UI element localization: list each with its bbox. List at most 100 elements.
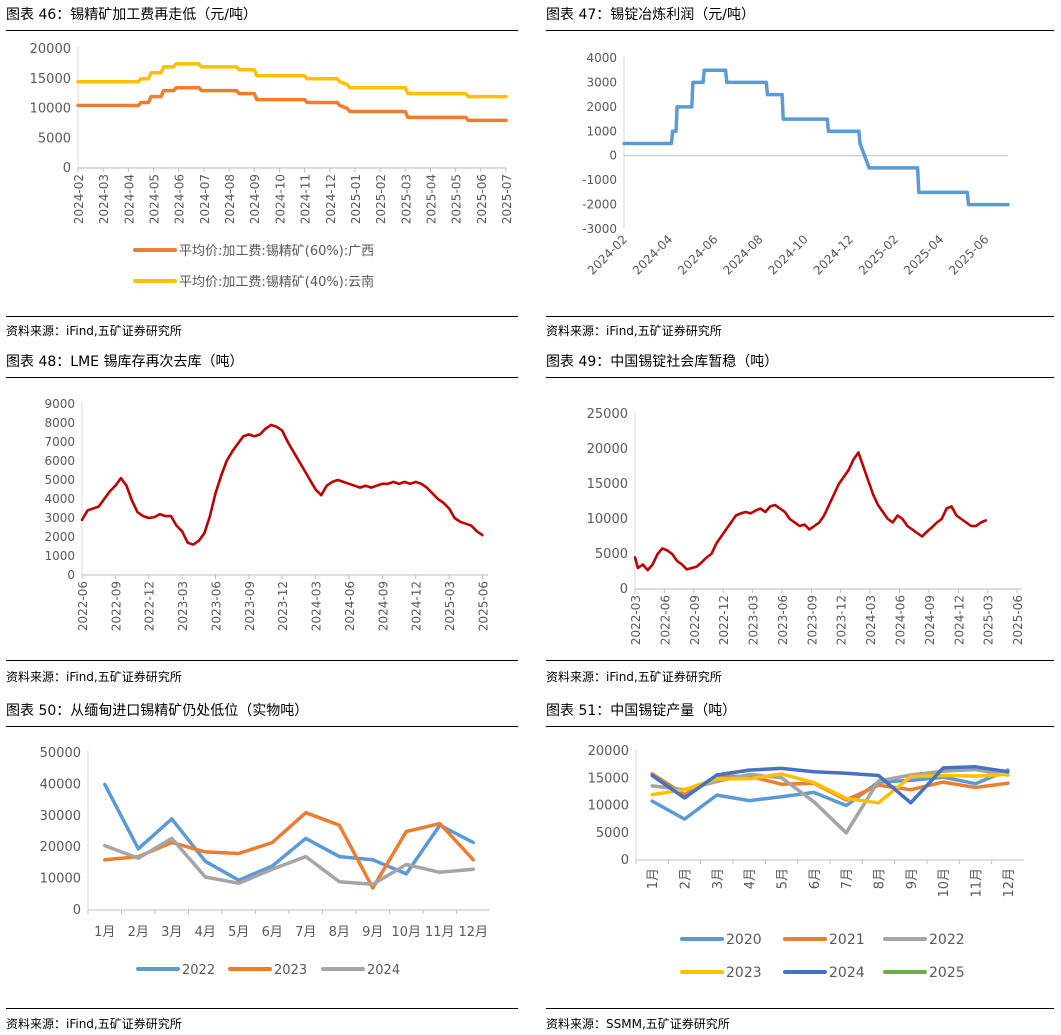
source-note: 资料来源：SSMM,五矿证券研究所: [546, 1017, 730, 1031]
y-tick-label: 7000: [44, 435, 75, 449]
panel-48: 图表 48：LME 锡库存再次去库（吨） 0 1000 2000 3000 4000 50…: [0, 347, 530, 692]
x-tick-label: 9月: [362, 925, 383, 940]
legend-label: 2023: [274, 963, 307, 978]
x-tick-label: 2024-03: [97, 174, 111, 224]
x-tick-label: 2022-03: [629, 595, 643, 645]
chart-title: 图表 46：锡精矿加工费再走低（元/吨）: [6, 7, 257, 23]
x-tick-label: 6月: [808, 868, 823, 889]
y-tick-label: 20000: [30, 42, 71, 57]
x-tick-label: 2024-04: [122, 174, 136, 224]
y-tick-label: 5000: [38, 131, 71, 146]
chart-title: 图表 47：锡锭冶炼利润（元/吨）: [546, 7, 755, 23]
y-tick-label: 15000: [587, 477, 628, 492]
legend-label: 平均价:加工费:锡精矿(40%):云南: [179, 274, 374, 290]
y-tick-label: 5000: [595, 547, 628, 562]
x-tick-label: 10月: [937, 868, 952, 898]
source-note: 资料来源：iFind,五矿证券研究所: [6, 324, 182, 338]
chart-50: 0 10000 20000 30000 40000 50000 1月 2月 3月 4月 5月 6月 7月…: [40, 746, 490, 978]
x-tick-label: 2022-09: [688, 595, 702, 645]
x-tick-label: 2024-08: [720, 232, 765, 277]
series-line: [650, 768, 1010, 821]
x-tick-label: 2025-04: [424, 174, 438, 224]
y-tick-label: 5000: [44, 473, 75, 487]
x-tick-label: 7月: [840, 868, 855, 889]
x-tick-label: 2025-04: [901, 232, 946, 277]
y-tick-label: 2000: [586, 100, 617, 114]
title-rule: [546, 377, 1054, 378]
x-tick-label: 2024-06: [173, 174, 187, 224]
x-tick-label: 2024-02: [585, 232, 630, 277]
y-tick-label: 30000: [40, 809, 81, 824]
y-tick-label: 20000: [40, 840, 81, 855]
x-tick-label: 2024-05: [148, 174, 162, 224]
x-tick-label: 2025-06: [946, 232, 991, 277]
chart-title: 图表 50：从缅甸进口锡精矿仍处低位（实物吨）: [6, 703, 309, 719]
x-tick-label: 2024-03: [864, 595, 878, 645]
y-tick-label: 0: [73, 903, 81, 918]
y-tick-label: 1000: [586, 124, 617, 138]
legend-label: 2023: [726, 965, 762, 981]
series-line: [76, 85, 508, 123]
x-tick-label: 2024-04: [630, 232, 675, 277]
x-tick-label: 2024-10: [273, 174, 287, 224]
x-tick-label: 2025-02: [374, 174, 388, 224]
y-tick-label: 25000: [587, 407, 628, 422]
y-tick-label: 2000: [44, 530, 75, 544]
x-tick-label: 4月: [743, 868, 758, 889]
x-tick-label: 2025-03: [399, 174, 413, 224]
x-tick-label: 3月: [161, 925, 182, 940]
y-tick-label: 50000: [40, 746, 81, 761]
legend-label: 平均价:加工费:锡精矿(60%):广西: [179, 244, 374, 259]
y-tick-label: 5000: [596, 826, 629, 841]
y-tick-label: 0: [67, 568, 75, 582]
y-tick-label: -3000: [582, 222, 617, 236]
y-tick-label: 15000: [30, 72, 71, 87]
x-tick-label: 5月: [228, 925, 249, 940]
x-tick-label: 2023-03: [176, 581, 190, 631]
x-tick-label: 2024-11: [299, 174, 313, 224]
y-tick-label: 4000: [44, 492, 75, 506]
legend-label: 2022: [182, 963, 215, 978]
x-tick-label: 2025-05: [450, 174, 464, 224]
x-tick-label: 2024-12: [324, 174, 338, 224]
series-line: [650, 765, 1010, 805]
x-tick-label: 2024-12: [952, 595, 966, 645]
x-tick-label: 2025-03: [982, 595, 996, 645]
legend-label: 2022: [929, 932, 965, 948]
chart-46: 0 5000 10000 15000 20000 2024-02 2024-03 2024-0…: [30, 42, 514, 290]
title-rule: [6, 377, 518, 378]
x-tick-label: 2024-03: [310, 581, 324, 631]
panel-47: 图表 47：锡锭冶炼利润（元/吨） -3000 -2000 -1000 0 1000 20…: [540, 0, 1061, 345]
x-tick-label: 8月: [329, 925, 350, 940]
x-tick-label: 2023-12: [276, 581, 290, 631]
x-tick-label: 2024-09: [248, 174, 262, 224]
x-tick-label: 2023-09: [805, 595, 819, 645]
y-tick-label: 4000: [586, 51, 617, 65]
x-tick-label: 11月: [425, 925, 455, 940]
series-line: [103, 836, 476, 887]
x-tick-label: 5月: [776, 868, 791, 889]
x-tick-label: 2022-12: [717, 595, 731, 645]
source-rule: [546, 316, 1054, 317]
x-tick-label: 2025-06: [1011, 595, 1025, 645]
x-tick-label: 2024-02: [72, 174, 86, 224]
source-note: 资料来源：iFind,五矿证券研究所: [546, 670, 722, 684]
x-tick-label: 2024-06: [894, 595, 908, 645]
y-tick-label: 20000: [588, 744, 629, 759]
y-tick-label: 15000: [588, 771, 629, 786]
x-tick-label: 2023-06: [209, 581, 223, 631]
y-tick-label: 6000: [44, 454, 75, 468]
chart-48: 0 1000 2000 3000 4000 5000 6000 7000 8000 9000 202…: [44, 397, 490, 631]
y-tick-label: 10000: [40, 872, 81, 887]
title-rule: [546, 30, 1054, 31]
y-tick-label: 0: [63, 161, 71, 176]
x-tick-label: 2025-03: [443, 581, 457, 631]
y-tick-label: -1000: [582, 173, 617, 187]
x-tick-label: 4月: [195, 925, 216, 940]
x-tick-label: 2024-07: [198, 174, 212, 224]
source-note: 资料来源：iFind,五矿证券研究所: [6, 670, 182, 684]
x-tick-label: 2025-07: [500, 174, 514, 224]
y-tick-label: 3000: [586, 75, 617, 89]
x-tick-label: 2024-09: [376, 581, 390, 631]
